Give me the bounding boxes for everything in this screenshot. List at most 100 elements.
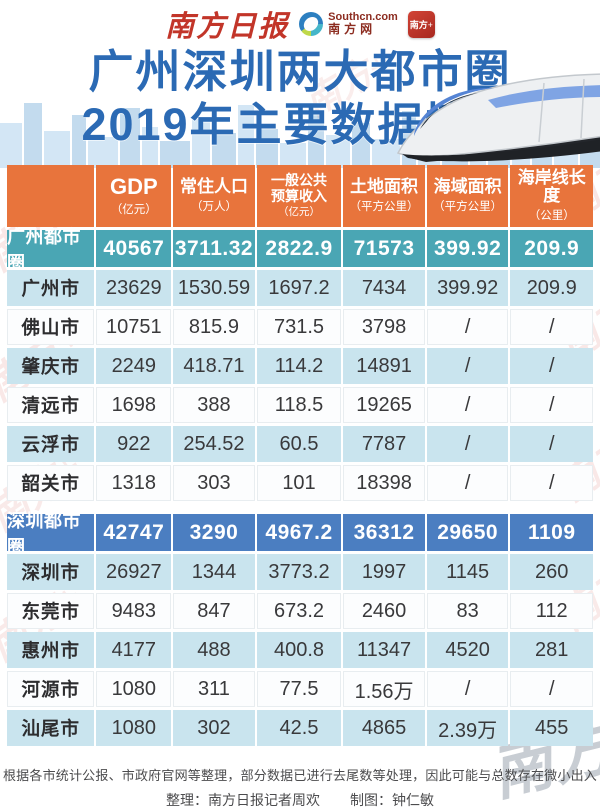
- city-row: 云浮市 922 254.52 60.5 7787//: [7, 426, 593, 462]
- city-value: 77.5: [256, 671, 342, 707]
- southcn-name: 南方网: [328, 22, 377, 37]
- city-name: 佛山市: [7, 309, 95, 345]
- city-value: 3798: [343, 309, 425, 345]
- city-value: 1997: [343, 554, 425, 590]
- masthead: 南方日报 Southcn.com 南方网 南方+: [0, 6, 600, 43]
- city-value: /: [510, 671, 593, 707]
- city-value: 488: [173, 632, 255, 668]
- city-row: 广州市 23629 1530.59 1697.2 7434 399.92 209.9: [7, 270, 593, 306]
- city-value: 1145: [426, 554, 509, 590]
- city-value: 673.2: [256, 593, 342, 629]
- city-value: 42.5: [256, 710, 342, 746]
- city-value: 209.9: [510, 270, 593, 306]
- city-value: 1.56万: [343, 671, 425, 707]
- city-value: /: [510, 348, 593, 384]
- city-value: /: [426, 387, 509, 423]
- city-value: 1530.59: [173, 270, 255, 306]
- city-row: 韶关市 1318 303 101 18398//: [7, 465, 593, 501]
- southcn-domain: Southcn.com: [328, 10, 398, 23]
- southcn-globe-icon: [299, 11, 324, 36]
- section-header-row: 广州都市圈 40567 3711.32 2822.9 71573 399.92 209.9: [7, 227, 593, 273]
- city-value: 4865: [343, 710, 425, 746]
- nanfang-daily-logo: 南方日报: [165, 11, 290, 43]
- column-header: 一般公共预算收入 （亿元）: [256, 165, 342, 227]
- city-value: 114.2: [256, 348, 342, 384]
- city-name: 肇庆市: [7, 348, 95, 384]
- column-header-unit: （亿元）: [278, 205, 320, 218]
- column-header-label: 土地面积: [350, 176, 419, 196]
- metro-value: 209.9: [510, 230, 593, 267]
- metro-value: 399.92: [426, 230, 509, 267]
- column-header: 土地面积 （平方公里）: [343, 165, 425, 227]
- metro-value: 71573: [343, 230, 425, 267]
- column-header-unit: （万人）: [190, 201, 237, 214]
- city-value: 418.71: [173, 348, 255, 384]
- column-header-unit: （公里）: [528, 210, 575, 223]
- city-value: 302: [173, 710, 255, 746]
- section-header-row: 深圳都市圈 42747 3290 4967.2 36312 29650 1109: [7, 511, 593, 557]
- city-value: 118.5: [256, 387, 342, 423]
- city-value: /: [426, 465, 509, 501]
- city-value: 23629: [96, 270, 172, 306]
- city-value: 83: [426, 593, 509, 629]
- train-illustration: [396, 73, 600, 162]
- city-value: 1698: [96, 387, 172, 423]
- city-name: 清远市: [7, 387, 95, 423]
- city-name: 深圳市: [7, 554, 95, 590]
- footer-note: 根据各市统计公报、市政府官网等整理，部分数据已进行去尾数等处理，因此可能与总数存…: [2, 768, 597, 783]
- city-value: 400.8: [256, 632, 342, 668]
- city-value: 9483: [96, 593, 172, 629]
- metro-value: 3711.32: [173, 230, 255, 267]
- table-header-row: GDP （亿元） 常住人口 （万人） 一般公共预算收入 （亿元） 土地面积 （平方公里） 海域面…: [7, 165, 593, 227]
- city-value: 254.52: [173, 426, 255, 462]
- city-value: /: [426, 309, 509, 345]
- city-value: /: [426, 348, 509, 384]
- column-header-label: 一般公共预算收入: [271, 172, 327, 204]
- city-value: /: [510, 387, 593, 423]
- city-value: 815.9: [173, 309, 255, 345]
- city-row: 佛山市 10751 815.9 731.5 3798//: [7, 309, 593, 345]
- metro-value: 42747: [96, 514, 172, 551]
- city-value: 4520: [426, 632, 509, 668]
- city-row: 河源市 1080 311 77.5 1.56万 / /: [7, 671, 593, 707]
- column-header-label: 海岸线长度: [517, 167, 586, 205]
- city-value: 1318: [96, 465, 172, 501]
- metro-name: 深圳都市圈: [7, 511, 95, 557]
- city-name: 汕尾市: [7, 710, 95, 746]
- city-value: 101: [256, 465, 342, 501]
- city-row: 清远市 1698 388 118.5 19265//: [7, 387, 593, 423]
- city-value: /: [426, 671, 509, 707]
- city-value: 847: [173, 593, 255, 629]
- city-value: 2.39万: [426, 710, 509, 746]
- city-value: 60.5: [256, 426, 342, 462]
- column-header: 常住人口 （万人）: [173, 165, 255, 227]
- city-value: /: [510, 465, 593, 501]
- southcn-logo: Southcn.com 南方网: [299, 10, 398, 37]
- city-value: 3773.2: [256, 554, 342, 590]
- city-value: 1697.2: [256, 270, 342, 306]
- column-header-unit: （亿元）: [110, 203, 157, 216]
- column-header-unit: （平方公里）: [433, 201, 503, 214]
- city-name: 广州市: [7, 270, 95, 306]
- column-header-label: 海域面积: [433, 176, 502, 196]
- city-value: 11347: [343, 632, 425, 668]
- title-line-1: 广州深圳两大都市圈: [88, 46, 512, 97]
- city-row: 肇庆市 2249 418.71 114.2 14891//: [7, 348, 593, 384]
- city-value: 7434: [343, 270, 425, 306]
- city-value: 731.5: [256, 309, 342, 345]
- city-value: 14891: [343, 348, 425, 384]
- city-value: /: [426, 426, 509, 462]
- city-value: 922: [96, 426, 172, 462]
- metro-value: 36312: [343, 514, 425, 551]
- metro-name: 广州都市圈: [7, 227, 95, 273]
- city-value: 455: [510, 710, 593, 746]
- city-value: 1080: [96, 710, 172, 746]
- city-name: 惠州市: [7, 632, 95, 668]
- city-value: 1344: [173, 554, 255, 590]
- city-value: 4177: [96, 632, 172, 668]
- column-header-unit: （平方公里）: [349, 201, 419, 214]
- city-name: 韶关市: [7, 465, 95, 501]
- column-header: 海岸线长度 （公里）: [510, 165, 593, 227]
- city-value: /: [510, 309, 593, 345]
